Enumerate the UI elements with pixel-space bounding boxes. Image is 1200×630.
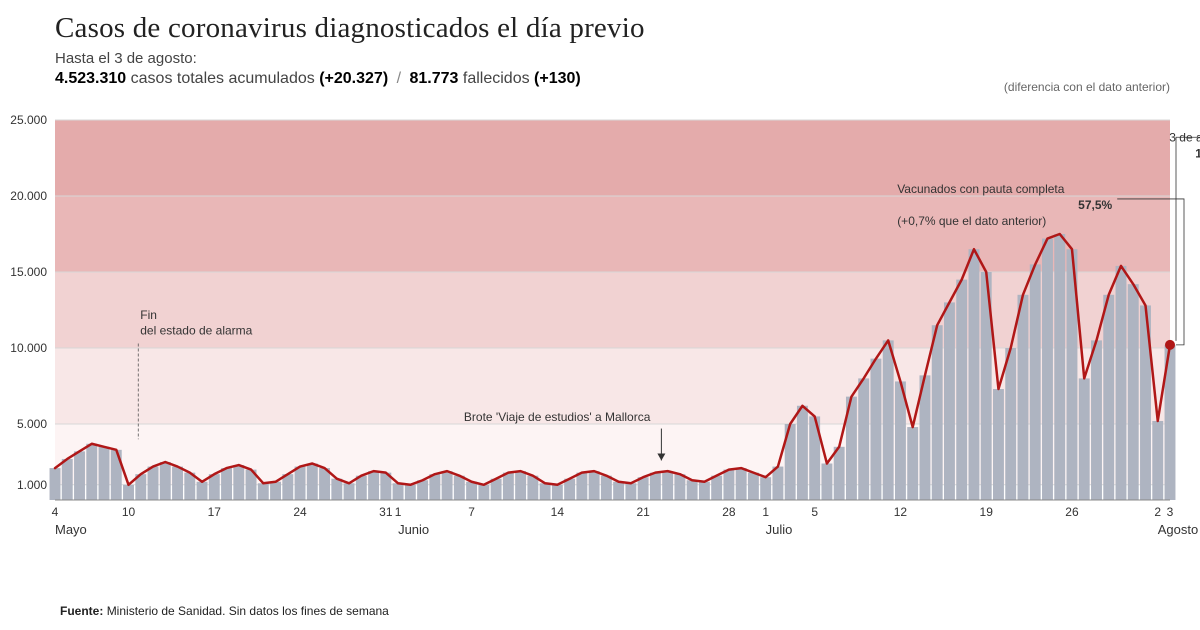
svg-text:Fin: Fin [140, 308, 157, 322]
total-cases-delta: (+20.327) [319, 70, 388, 87]
svg-text:1: 1 [395, 505, 402, 519]
deaths-value: 81.773 [410, 70, 459, 87]
source-prefix: Fuente: [60, 604, 103, 618]
subtitle-line1: Hasta el 3 de agosto: [55, 50, 197, 67]
svg-text:Agosto: Agosto [1158, 522, 1198, 537]
total-cases-value: 4.523.310 [55, 70, 126, 87]
total-cases-label: casos totales acumulados [131, 70, 315, 87]
svg-text:17: 17 [208, 505, 222, 519]
svg-text:19: 19 [980, 505, 994, 519]
svg-text:5.000: 5.000 [17, 417, 47, 431]
svg-text:(+0,7% que el dato anterior): (+0,7% que el dato anterior) [897, 214, 1046, 228]
svg-text:3: 3 [1167, 505, 1174, 519]
svg-text:21: 21 [636, 505, 650, 519]
svg-text:del estado de alarma: del estado de alarma [140, 323, 252, 337]
svg-text:31: 31 [379, 505, 393, 519]
svg-text:14: 14 [551, 505, 565, 519]
deaths-label: fallecidos [463, 70, 530, 87]
svg-text:20.000: 20.000 [10, 189, 47, 203]
svg-text:10.206: 10.206 [1195, 146, 1200, 160]
svg-text:2: 2 [1154, 505, 1161, 519]
svg-text:Julio: Julio [766, 522, 793, 537]
svg-text:24: 24 [293, 505, 307, 519]
svg-text:25.000: 25.000 [10, 113, 47, 127]
svg-text:28: 28 [722, 505, 736, 519]
svg-text:7: 7 [468, 505, 475, 519]
svg-text:10: 10 [122, 505, 136, 519]
chart-title: Casos de coronavirus diagnosticados el d… [55, 12, 645, 45]
deaths-delta: (+130) [534, 70, 581, 87]
svg-text:5: 5 [811, 505, 818, 519]
subtitle-line2: 4.523.310 casos totales acumulados (+20.… [55, 70, 581, 88]
svg-text:Mayo: Mayo [55, 522, 87, 537]
svg-text:26: 26 [1065, 505, 1079, 519]
page: Casos de coronavirus diagnosticados el d… [0, 0, 1200, 630]
svg-text:10.000: 10.000 [10, 341, 47, 355]
svg-text:12: 12 [894, 505, 908, 519]
separator: / [397, 70, 401, 87]
svg-text:15.000: 15.000 [10, 265, 47, 279]
source-text: Ministerio de Sanidad. Sin datos los fin… [107, 604, 389, 618]
svg-text:1.000: 1.000 [17, 478, 47, 492]
svg-text:Brote 'Viaje de estudios' a Ma: Brote 'Viaje de estudios' a Mallorca [464, 410, 651, 424]
svg-text:Vacunados con pauta completa: Vacunados con pauta completa [897, 182, 1065, 196]
source-line: Fuente: Ministerio de Sanidad. Sin datos… [60, 604, 389, 618]
svg-text:57,5%: 57,5% [1078, 198, 1112, 212]
subtitle-note: (diferencia con el dato anterior) [1004, 80, 1170, 94]
svg-text:4: 4 [52, 505, 59, 519]
cases-chart: 1.0005.00010.00015.00020.00025.000410172… [55, 120, 1170, 550]
svg-text:Junio: Junio [398, 522, 429, 537]
svg-text:1: 1 [762, 505, 769, 519]
